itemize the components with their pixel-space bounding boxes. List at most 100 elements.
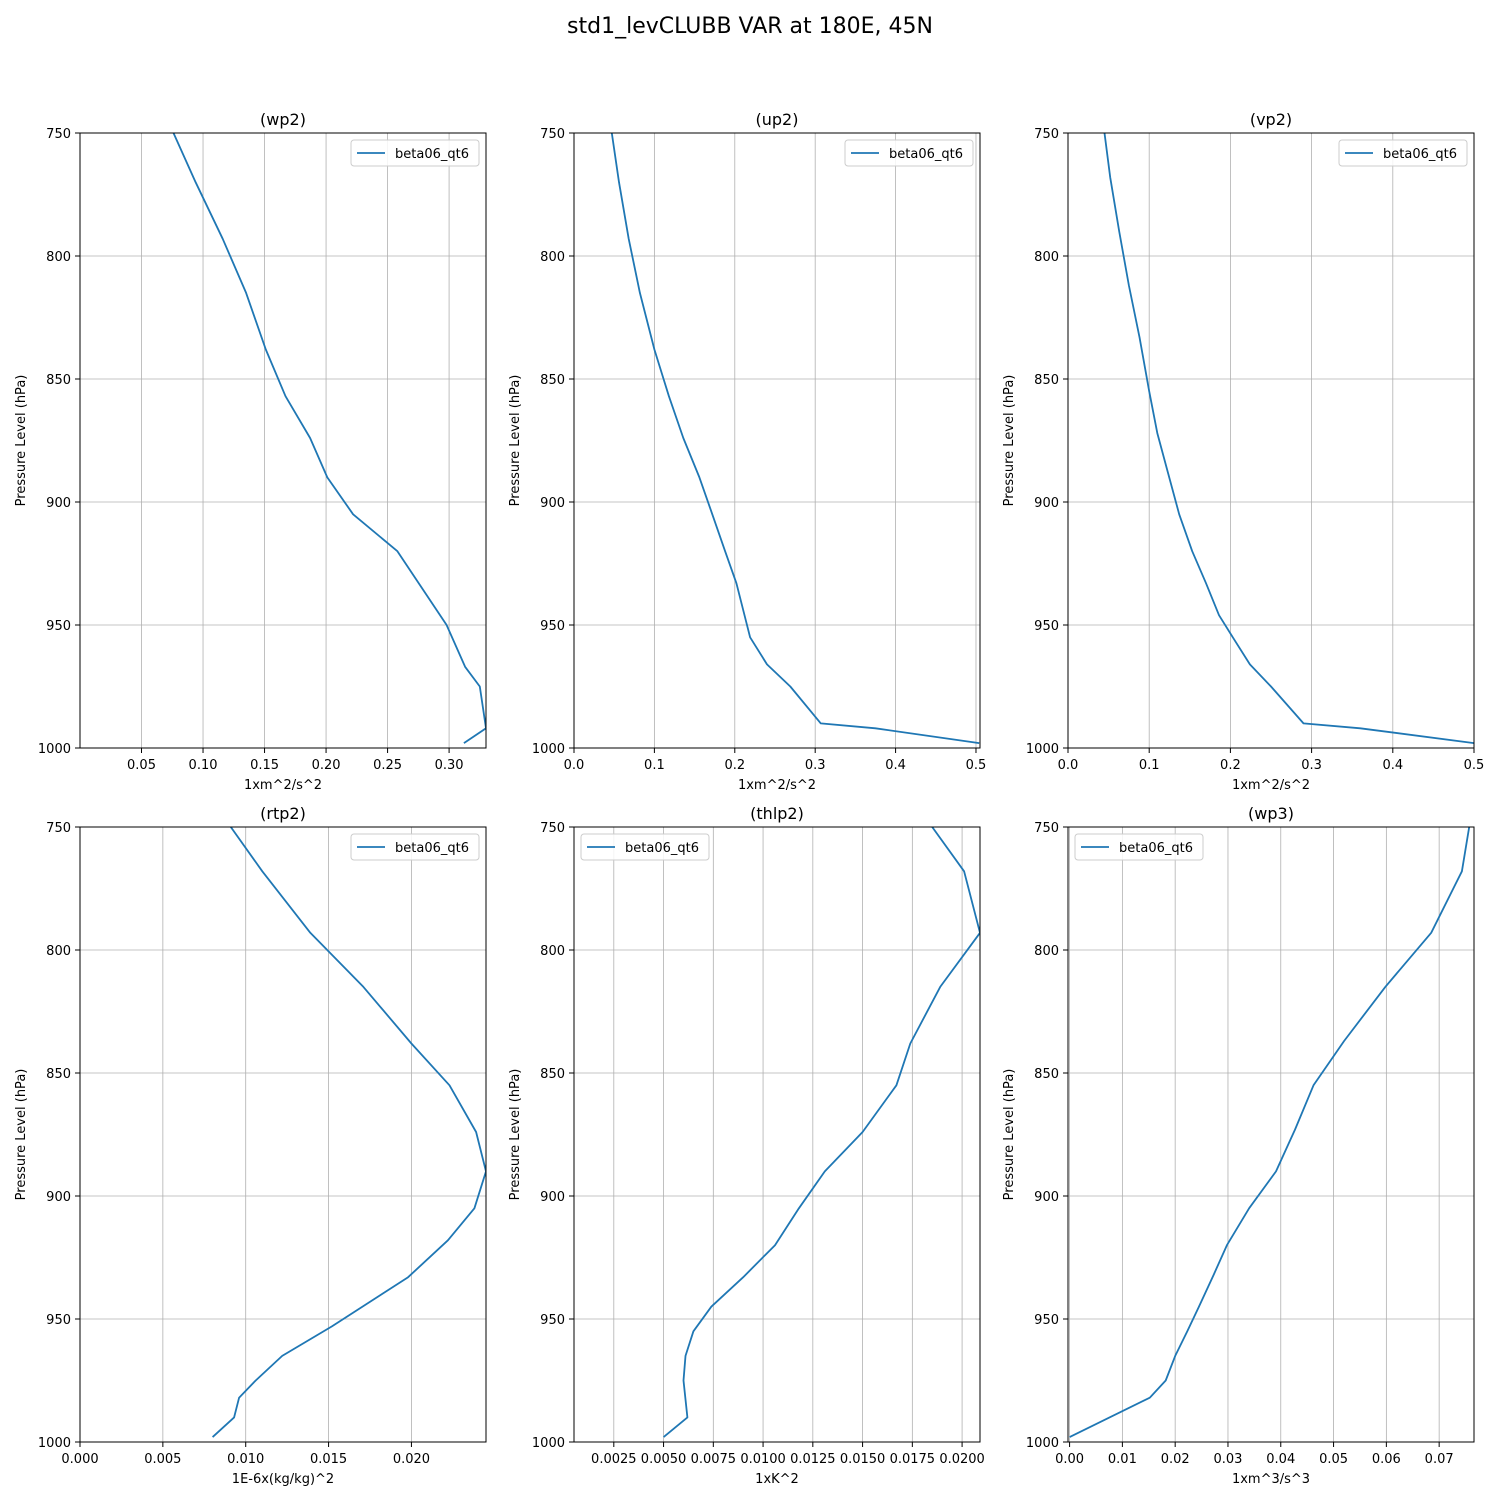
x-tick-label: 0.1: [1139, 758, 1160, 773]
y-axis-label: Pressure Level (hPa): [508, 375, 523, 507]
x-tick-label: 0.0150: [840, 1452, 886, 1467]
x-tick-label: 0.04: [1266, 1452, 1295, 1467]
axes-frame: [79, 132, 487, 749]
axes-frame: [573, 132, 981, 749]
legend-box: [580, 833, 710, 861]
subplot-up2: 0.0 0.1 0.2 0.3 0.4 0.5 750 800 850 900 950 1000 (up…: [508, 110, 986, 793]
y-tick-label: 900: [46, 1190, 71, 1205]
legend: beta06_qt6: [1338, 139, 1468, 167]
legend-box: [1338, 139, 1468, 167]
x-tick-label: 0.2: [724, 758, 745, 773]
x-tick-label: 0.05: [127, 758, 156, 773]
y-axis-label: Pressure Level (hPa): [508, 1069, 523, 1201]
series-line-0: [1069, 827, 1471, 1438]
legend-label: beta06_qt6: [395, 147, 469, 162]
y-tick-label: 1000: [532, 742, 565, 757]
x-tick-label: 0.5: [1464, 758, 1485, 773]
subplot-rtp2: 0.000 0.005 0.010 0.015 0.020 750 800 850 900 950…: [14, 804, 487, 1487]
subplot-title: (wp2): [260, 110, 306, 129]
x-tick-label: 0.0125: [790, 1452, 836, 1467]
x-tick-label: 0.02: [1161, 1452, 1190, 1467]
y-axis-label: Pressure Level (hPa): [1002, 375, 1017, 507]
x-tick-label: 0.20: [312, 758, 341, 773]
y-tick-label: 800: [1034, 250, 1059, 265]
y-tick-label: 750: [540, 127, 565, 142]
axes-frame: [1067, 132, 1475, 749]
y-tick-label: 850: [1034, 373, 1059, 388]
x-tick-label: 0.01: [1108, 1452, 1137, 1467]
y-tick-label: 800: [540, 250, 565, 265]
y-tick-label: 950: [1034, 619, 1059, 634]
y-tick-label: 950: [46, 619, 71, 634]
y-tick-label: 1000: [1026, 742, 1059, 757]
x-tick-label: 0.0100: [740, 1452, 786, 1467]
series-line-0: [211, 827, 486, 1438]
x-axis-label: 1xm^3/s^3: [1232, 1472, 1310, 1487]
y-tick-label: 750: [46, 821, 71, 836]
subplot-title: (wp3): [1248, 804, 1294, 823]
legend: beta06_qt6: [350, 833, 480, 861]
y-tick-label: 1000: [38, 1436, 71, 1451]
x-axis-label: 1xm^2/s^2: [738, 778, 816, 793]
x-tick-label: 0.1: [644, 758, 665, 773]
y-tick-label: 900: [1034, 1190, 1059, 1205]
axes-frame: [79, 826, 487, 1443]
x-tick-label: 0.10: [189, 758, 218, 773]
y-tick-label: 750: [1034, 821, 1059, 836]
y-tick-label: 800: [46, 250, 71, 265]
x-tick-label: 0.010: [227, 1452, 264, 1467]
series-line-0: [1103, 133, 1474, 744]
legend-label: beta06_qt6: [625, 841, 699, 856]
y-tick-label: 1000: [1026, 1436, 1059, 1451]
figure-title: std1_levCLUBB VAR at 180E, 45N: [567, 14, 933, 39]
legend: beta06_qt6: [580, 833, 710, 861]
y-tick-label: 900: [540, 1190, 565, 1205]
x-tick-label: 0.0175: [890, 1452, 936, 1467]
x-axis-label: 1xm^2/s^2: [1232, 778, 1310, 793]
x-tick-label: 0.4: [885, 758, 906, 773]
subplot-title: (thlp2): [750, 804, 804, 823]
x-tick-label: 0.0075: [691, 1452, 737, 1467]
y-tick-label: 750: [46, 127, 71, 142]
x-tick-label: 0.020: [393, 1452, 430, 1467]
x-tick-label: 0.3: [805, 758, 826, 773]
y-tick-label: 950: [540, 619, 565, 634]
y-axis-label: Pressure Level (hPa): [14, 375, 29, 507]
y-tick-label: 1000: [532, 1436, 565, 1451]
legend-box: [350, 139, 480, 167]
legend-label: beta06_qt6: [889, 147, 963, 162]
y-tick-label: 800: [540, 944, 565, 959]
x-tick-label: 0.0025: [591, 1452, 637, 1467]
y-tick-label: 850: [46, 373, 71, 388]
legend-label: beta06_qt6: [395, 841, 469, 856]
y-tick-label: 850: [540, 1067, 565, 1082]
y-axis-label: Pressure Level (hPa): [1002, 1069, 1017, 1201]
y-tick-label: 750: [540, 821, 565, 836]
x-axis-label: 1E-6x(kg/kg)^2: [232, 1472, 334, 1487]
x-tick-label: 0.0200: [939, 1452, 985, 1467]
x-tick-label: 0.25: [373, 758, 402, 773]
x-tick-label: 0.05: [1319, 1452, 1348, 1467]
x-tick-label: 0.0: [1058, 758, 1079, 773]
subplot-title: (rtp2): [260, 804, 306, 823]
y-tick-label: 750: [1034, 127, 1059, 142]
subplot-wp2: 0.05 0.10 0.15 0.20 0.25 0.30 750 800 850 900 950 1…: [14, 110, 487, 793]
y-tick-label: 850: [46, 1067, 71, 1082]
y-axis-label: Pressure Level (hPa): [14, 1069, 29, 1201]
y-tick-label: 900: [46, 496, 71, 511]
x-tick-label: 0.3: [1301, 758, 1322, 773]
y-tick-label: 950: [1034, 1313, 1059, 1328]
x-tick-label: 0.4: [1382, 758, 1403, 773]
y-tick-label: 850: [540, 373, 565, 388]
x-tick-label: 0.0050: [641, 1452, 687, 1467]
legend-box: [1074, 833, 1204, 861]
x-tick-label: 0.015: [310, 1452, 347, 1467]
series-line-0: [172, 133, 486, 744]
y-tick-label: 800: [1034, 944, 1059, 959]
y-tick-label: 900: [540, 496, 565, 511]
y-tick-label: 1000: [38, 742, 71, 757]
y-tick-label: 950: [540, 1313, 565, 1328]
legend-label: beta06_qt6: [1383, 147, 1457, 162]
